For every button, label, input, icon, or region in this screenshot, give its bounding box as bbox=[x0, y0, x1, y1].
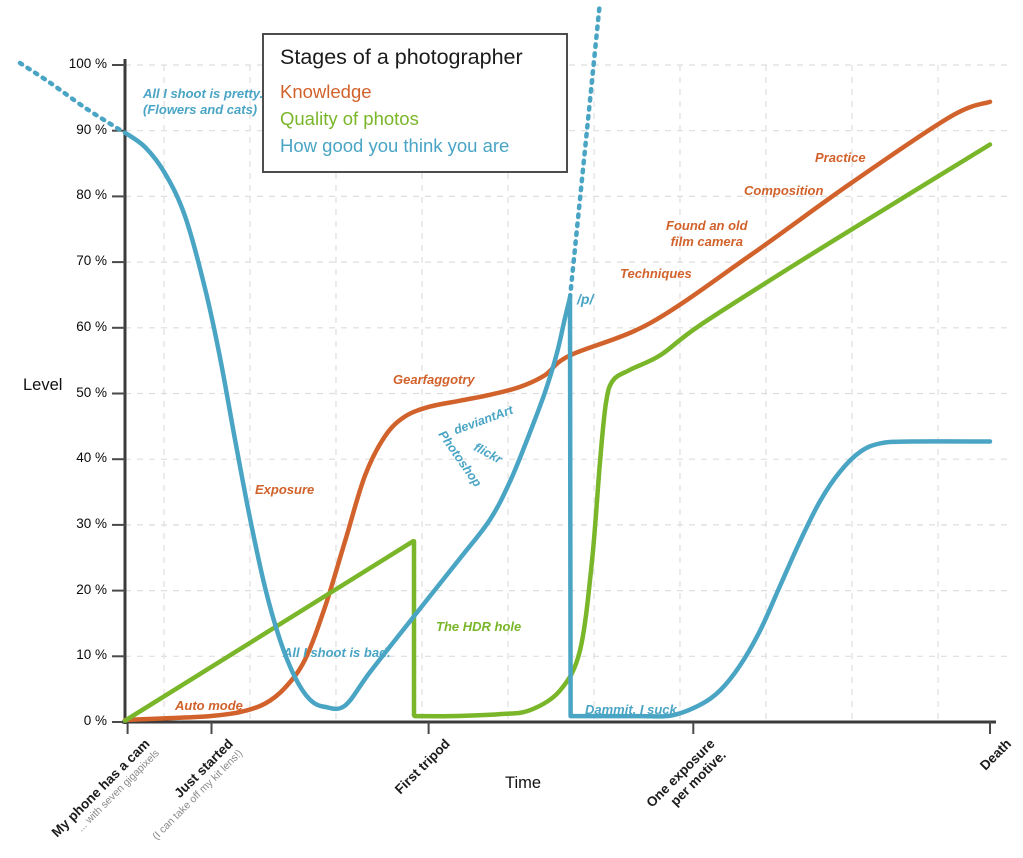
x-axis-title: Time bbox=[505, 774, 542, 792]
curve-confidence bbox=[567, 0, 603, 300]
legend-item-quality: Quality of photos bbox=[280, 107, 419, 129]
curve-confidence bbox=[17, 60, 128, 135]
curve-confidence bbox=[567, 295, 573, 718]
curve-quality bbox=[122, 539, 416, 723]
legend-box: Stages of a photographer Knowledge Qualit… bbox=[262, 33, 568, 174]
y-axis-title: Level bbox=[23, 376, 63, 394]
legend-entries: Knowledge Quality of photos How good you t… bbox=[280, 79, 552, 159]
curve-quality bbox=[412, 142, 993, 719]
chart-title: Stages of a photographer bbox=[280, 45, 523, 69]
legend-item-knowledge: Knowledge bbox=[280, 81, 372, 102]
legend-item-confidence: How good you think you are bbox=[280, 134, 510, 156]
curve-confidence bbox=[568, 439, 993, 719]
curve-knowledge bbox=[122, 99, 993, 723]
curve-confidence bbox=[122, 130, 573, 712]
